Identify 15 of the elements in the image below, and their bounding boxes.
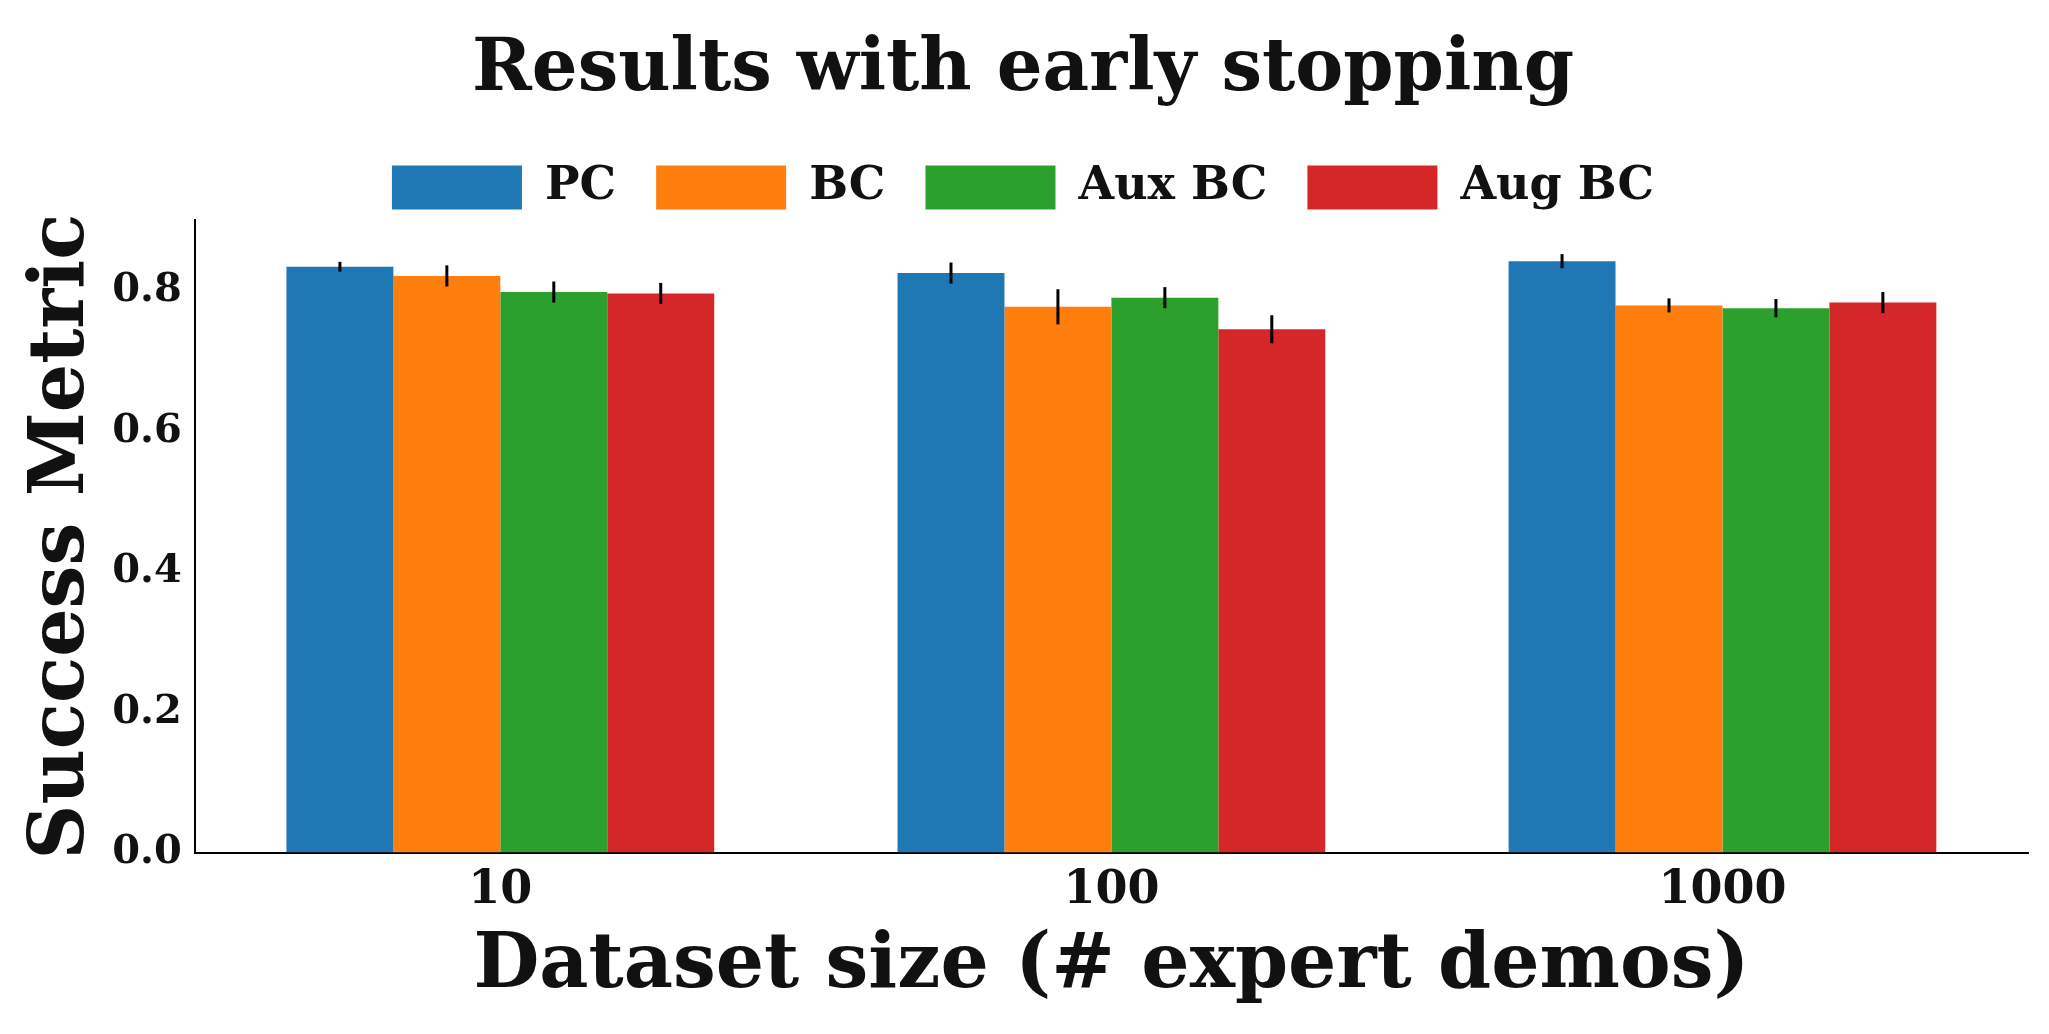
y-tick-label: 0.6 — [112, 403, 182, 451]
legend-label: Aug BC — [1459, 156, 1655, 211]
legend-label: PC — [544, 156, 617, 211]
legend-label: Aux BC — [1077, 156, 1268, 211]
y-tick-label: 0.4 — [112, 544, 182, 592]
y-axis-title: Success Metric — [12, 213, 102, 860]
x-axis-title: Dataset size (# expert demos) — [473, 916, 1750, 1006]
x-tick-label: 10 — [468, 860, 533, 915]
y-tick-label: 0.2 — [112, 684, 182, 732]
x-tick-label: 1000 — [1658, 860, 1787, 915]
x-tick-label: 100 — [1063, 860, 1160, 915]
legend-label: BC — [809, 156, 886, 211]
chart-title: Results with early stopping — [472, 21, 1574, 107]
y-tick-label: 0.0 — [112, 824, 182, 872]
y-tick-label: 0.8 — [112, 263, 182, 311]
